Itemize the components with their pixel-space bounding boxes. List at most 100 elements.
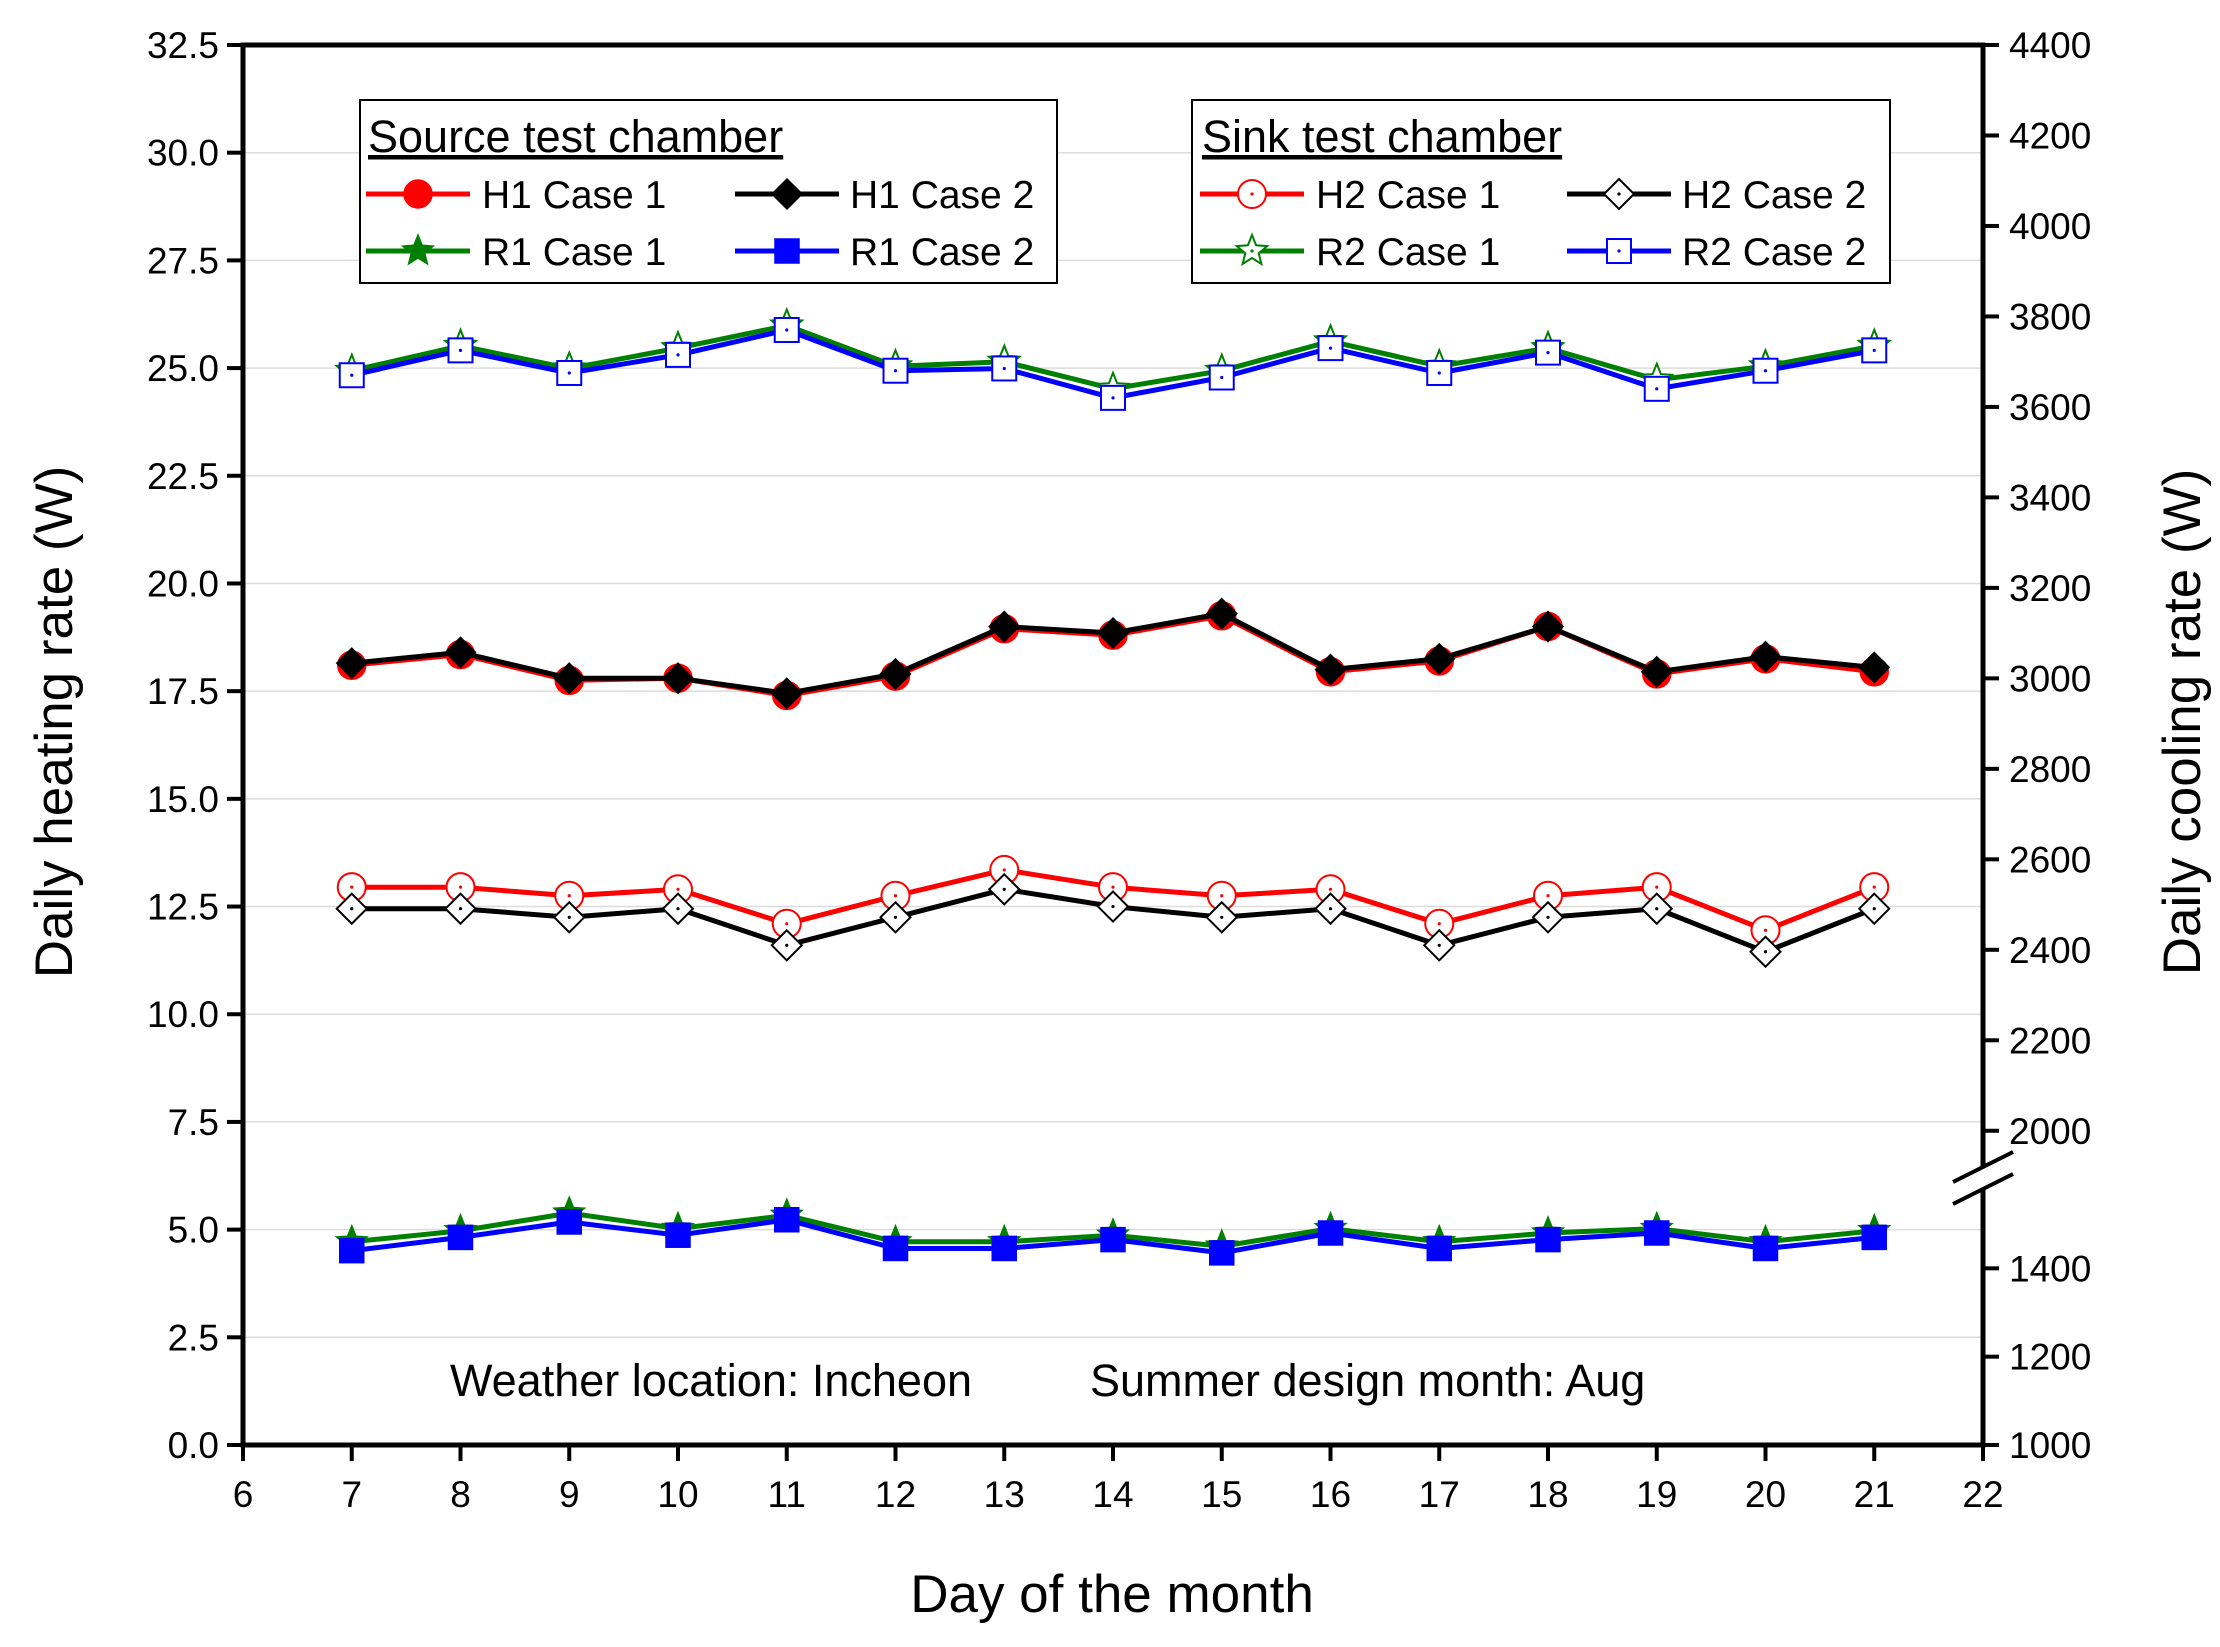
data-point-r2-case-2-center-dot — [1437, 371, 1441, 375]
legend-marker-h1-case-1 — [403, 179, 433, 209]
y-axis-right-title: Daily cooling rate (W) — [2153, 469, 2212, 976]
legend-label-r2-case-2: R2 Case 2 — [1682, 231, 1866, 274]
y-left-tick-label: 12.5 — [147, 887, 219, 928]
y-right-tick-label: 2600 — [2009, 839, 2091, 880]
x-tick-label: 19 — [1636, 1474, 1677, 1515]
legend-marker-r2-case-2-center-dot — [1617, 249, 1621, 253]
data-point-r2-case-2-center-dot — [1111, 396, 1115, 400]
x-tick-label: 9 — [559, 1474, 580, 1515]
data-point-r1-case-2 — [774, 1207, 800, 1233]
data-point-h1-case-2 — [1423, 642, 1456, 675]
series-h1-case-2 — [335, 597, 1891, 710]
y-left-tick-label: 22.5 — [147, 456, 219, 497]
data-point-r1-case-2 — [665, 1222, 691, 1248]
data-point-h2-case-2-center-dot — [893, 915, 898, 919]
data-point-h2-case-2-center-dot — [785, 943, 789, 947]
y-left-tick-label: 27.5 — [147, 240, 219, 281]
y-left-tick-label: 0.0 — [168, 1425, 219, 1466]
data-point-h2-case-1-center-dot — [785, 922, 789, 926]
data-point-r2-case-2-center-dot — [567, 371, 571, 375]
data-point-h2-case-1-center-dot — [567, 894, 571, 898]
data-point-r2-case-2-center-dot — [893, 369, 898, 373]
data-point-r1-case-2 — [991, 1235, 1017, 1262]
data-point-r1-case-2 — [1426, 1235, 1452, 1262]
annotation-weather-location: Weather location: Incheon — [450, 1355, 972, 1406]
x-tick-label: 7 — [341, 1474, 362, 1515]
legend-source-test-chamber: Source test chamber H1 Case 1 H1 Case 2 … — [359, 99, 1058, 284]
data-point-h2-case-2-center-dot — [1328, 907, 1333, 911]
annotation-design-month: Summer design month: Aug — [1090, 1355, 1645, 1406]
legend-samples — [366, 177, 1671, 267]
y-left-tick-label: 7.5 — [168, 1102, 219, 1143]
y-right-tick-label: 4000 — [2009, 206, 2091, 247]
data-point-h2-case-2-center-dot — [350, 907, 354, 911]
data-point-r2-case-2-center-dot — [1872, 348, 1876, 352]
x-tick-label: 17 — [1419, 1474, 1460, 1515]
x-tick-label: 18 — [1527, 1474, 1568, 1515]
data-point-h2-case-1-center-dot — [893, 894, 898, 898]
data-point-h2-case-1-center-dot — [1437, 922, 1441, 926]
data-point-h2-case-1-center-dot — [1763, 928, 1768, 932]
y-right-tick-label: 2000 — [2009, 1111, 2091, 1152]
y-left-tick-label: 20.0 — [147, 563, 219, 604]
data-point-h2-case-2-center-dot — [676, 907, 680, 911]
data-point-r2-case-2-center-dot — [785, 328, 789, 332]
data-point-h2-case-2-center-dot — [1111, 904, 1115, 909]
x-tick-label: 11 — [768, 1474, 806, 1515]
data-point-h2-case-2-center-dot — [1437, 943, 1441, 947]
data-point-h1-case-2 — [1640, 655, 1673, 688]
data-point-h2-case-1-center-dot — [1328, 887, 1333, 891]
x-tick-label: 13 — [984, 1474, 1025, 1515]
data-point-r2-case-2-center-dot — [1002, 366, 1006, 371]
legend-sink-test-chamber: Sink test chamber H2 Case 1 H2 Case 2 R2… — [1191, 99, 1891, 284]
x-tick-label: 14 — [1092, 1474, 1133, 1515]
y-right-tick-label: 3800 — [2009, 296, 2091, 337]
y-right-tick-label: 2200 — [2009, 1020, 2091, 1061]
x-tick-label: 16 — [1310, 1474, 1351, 1515]
data-point-h2-case-1-center-dot — [676, 887, 680, 891]
legend-label-h1-case-1: H1 Case 1 — [482, 174, 666, 217]
gridlines — [243, 151, 1983, 1339]
data-point-h1-case-2 — [879, 657, 912, 690]
data-point-r2-case-2-center-dot — [458, 348, 463, 352]
legend-marker-h2-case-2-center-dot — [1617, 192, 1621, 196]
y-left-tick-label: 17.5 — [147, 671, 219, 712]
x-tick-label: 21 — [1854, 1474, 1895, 1515]
legend-marker-h2-case-1-center-dot — [1250, 192, 1254, 196]
y-left-tick-label: 5.0 — [168, 1210, 219, 1251]
data-point-r1-case-2 — [1100, 1226, 1126, 1253]
data-point-h2-case-1-center-dot — [1002, 868, 1006, 872]
y-right-tick-label: 1200 — [2009, 1337, 2091, 1378]
y-right-tick-label: 2800 — [2009, 749, 2091, 790]
y-left-tick-label: 25.0 — [147, 348, 219, 389]
legend-marker-r1-case-1 — [400, 232, 436, 266]
data-point-h1-case-2 — [1096, 616, 1130, 650]
data-point-h2-case-1-center-dot — [1220, 894, 1224, 898]
data-point-h2-case-2-center-dot — [1763, 950, 1768, 954]
x-axis-title: Day of the month — [910, 1565, 1314, 1624]
data-point-r1-case-2 — [339, 1237, 365, 1264]
legend-label-r1-case-1: R1 Case 1 — [482, 231, 666, 274]
data-point-h2-case-2-center-dot — [1872, 907, 1876, 911]
y-left-tick-label: 15.0 — [147, 779, 219, 820]
series-h2-case-2 — [335, 872, 1891, 969]
x-tick-label: 22 — [1962, 1474, 2003, 1515]
data-point-h2-case-2-center-dot — [567, 915, 571, 919]
data-point-h1-case-2 — [1858, 651, 1891, 684]
data-point-h1-case-2 — [444, 636, 477, 669]
legend-label-h1-case-2: H1 Case 2 — [850, 174, 1034, 217]
y-right-tick-label: 4400 — [2009, 25, 2091, 66]
x-tick-label: 20 — [1745, 1474, 1786, 1515]
data-point-h2-case-2-center-dot — [1546, 915, 1550, 919]
data-point-r1-case-2 — [1752, 1235, 1779, 1262]
x-tick-label: 10 — [657, 1474, 698, 1515]
data-point-r2-case-2-center-dot — [350, 373, 354, 377]
data-point-h1-case-2 — [770, 677, 803, 710]
data-point-r2-case-2-center-dot — [1220, 375, 1224, 380]
data-point-h1-case-2 — [553, 662, 586, 695]
legend-box — [1191, 99, 1891, 284]
data-point-h2-case-2-center-dot — [458, 907, 463, 911]
y-left-tick-label: 2.5 — [168, 1317, 219, 1358]
y-right-tick-label: 3400 — [2009, 477, 2091, 518]
y-right-tick-label: 3000 — [2009, 658, 2091, 699]
